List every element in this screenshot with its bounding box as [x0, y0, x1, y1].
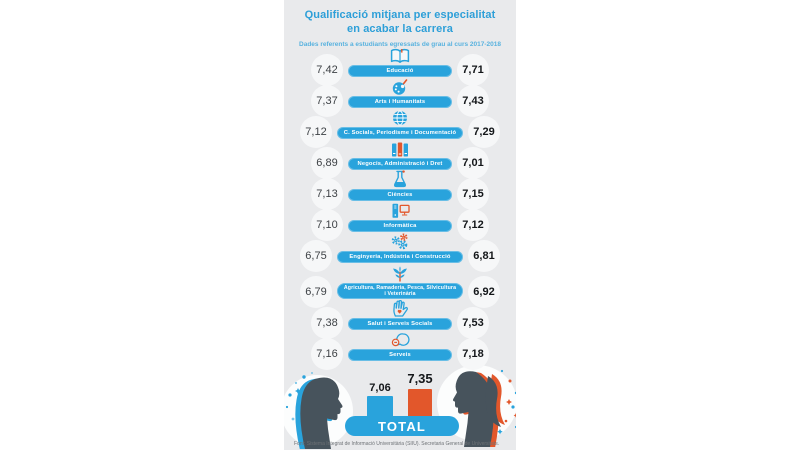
- specialty-label: Agricultura, Ramaderia, Pesca, Silvicult…: [343, 284, 457, 297]
- computer-icon: [390, 203, 411, 219]
- right-score: 6,92: [468, 276, 500, 308]
- palette-icon: [390, 79, 410, 95]
- left-score: 6,79: [300, 276, 332, 308]
- specialty-label: Ciències: [387, 192, 413, 198]
- specialty-pill: Salut i Serveis Socials: [348, 318, 452, 330]
- left-score: 7,13: [311, 178, 343, 210]
- total-pill: TOTAL: [345, 416, 459, 436]
- source-note: Font: Sistema Integrat de Informació Uni…: [294, 441, 500, 447]
- specialty-pill: Serveis: [348, 349, 452, 361]
- specialty-label: Salut i Serveis Socials: [367, 321, 433, 327]
- row-enginyeria: 6,75 Enginyeria, Indústria i Construcció…: [284, 232, 516, 272]
- specialty-label: Arts i Humanitats: [374, 99, 426, 105]
- right-score: 7,15: [457, 178, 489, 210]
- specialty-pill: Agricultura, Ramaderia, Pesca, Silvicult…: [337, 283, 463, 299]
- right-score: 7,12: [457, 209, 489, 241]
- specialty-label: C. Socials, Periodisme i Documentació: [343, 130, 457, 136]
- specialty-pill: Ciències: [348, 189, 452, 201]
- total-bar-male: [367, 396, 393, 417]
- row-negocis-dret: 6,89 Negocis, Administració i Dret 7,01: [284, 139, 516, 179]
- page-title-line2: en acabar la carrera: [347, 22, 453, 35]
- row-ciencies: 7,13 Ciències 7,15: [284, 170, 516, 210]
- row-agricultura: 6,79 Agricultura, Ramaderia, Pesca, Silv…: [284, 263, 516, 308]
- right-score: 7,43: [457, 85, 489, 117]
- specialty-rows: 7,42 Educació 7,71 7,37 Arts i Humanitat…: [284, 46, 516, 370]
- infographic-panel: Qualificació mitjana per especialitat en…: [284, 0, 516, 450]
- male-silhouette-icon: [284, 369, 361, 450]
- specialty-pill: Arts i Humanitats: [348, 96, 452, 108]
- binders-icon: [391, 142, 409, 157]
- gears-icon: [390, 233, 411, 250]
- page-subtitle: Dades referents a estudiants egressats d…: [299, 40, 501, 48]
- specialty-label: Serveis: [389, 352, 411, 358]
- left-score: 7,12: [300, 116, 332, 148]
- page-title-line1: Qualificació mitjana per especialitat: [304, 9, 496, 21]
- total-section: 7,06 7,35 TOTAL Font: Sistema Integrat d…: [284, 363, 516, 450]
- book-icon: [389, 48, 411, 64]
- left-score: 7,16: [311, 338, 343, 370]
- right-score: 7,18: [457, 338, 489, 370]
- specialty-label: Negocis, Administració i Dret: [357, 161, 443, 167]
- row-informatica: 7,10 Informàtica 7,12: [284, 201, 516, 241]
- right-score: 7,71: [457, 54, 489, 86]
- right-score: 7,01: [457, 147, 489, 179]
- specialty-label: Enginyeria, Indústria i Construcció: [349, 254, 451, 260]
- specialty-pill: Enginyeria, Indústria i Construcció: [337, 251, 463, 263]
- left-score: 7,42: [311, 54, 343, 86]
- total-left-value: 7,06: [369, 382, 391, 394]
- left-score: 6,75: [300, 240, 332, 272]
- row-educacio: 7,42 Educació 7,71: [284, 46, 516, 86]
- specialty-label: Informàtica: [383, 223, 417, 229]
- specialty-pill: Educació: [348, 65, 452, 77]
- left-score: 7,10: [311, 209, 343, 241]
- flask-icon: [393, 170, 407, 188]
- specialty-pill: C. Socials, Periodisme i Documentació: [337, 127, 463, 139]
- row-serveis: 7,16 Serveis 7,18: [284, 330, 516, 370]
- right-score: 7,29: [468, 116, 500, 148]
- specialty-pill: Informàtica: [348, 220, 452, 232]
- confetti-decoration: [497, 369, 516, 435]
- chat-icon: [391, 333, 410, 348]
- globe-icon: [392, 110, 408, 126]
- plant-icon: [391, 266, 409, 282]
- total-right-value: 7,35: [407, 371, 433, 386]
- row-socials-periodisme: 7,12 C. Socials, Periodisme i Documentac…: [284, 108, 516, 148]
- left-score: 7,38: [311, 307, 343, 339]
- right-score: 6,81: [468, 240, 500, 272]
- hand-heart-icon: [391, 300, 409, 317]
- row-arts-humanitats: 7,37 Arts i Humanitats 7,43: [284, 77, 516, 117]
- specialty-pill: Negocis, Administració i Dret: [348, 158, 452, 170]
- total-bar-female: [408, 389, 432, 417]
- right-score: 7,53: [457, 307, 489, 339]
- specialty-label: Educació: [386, 68, 414, 74]
- left-score: 6,89: [311, 147, 343, 179]
- row-salut: 7,38 Salut i Serveis Socials 7,53: [284, 299, 516, 339]
- left-score: 7,37: [311, 85, 343, 117]
- page-title: Qualificació mitjana per especialitat en…: [284, 0, 516, 37]
